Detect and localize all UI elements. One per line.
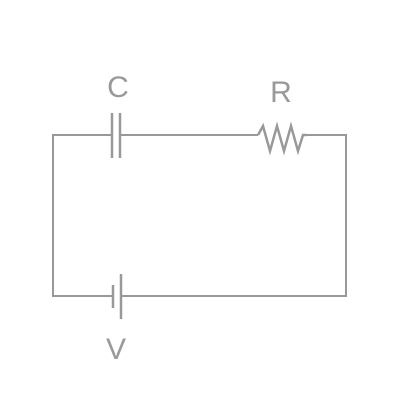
resistor-zigzag — [256, 121, 307, 156]
capacitor-label: C — [107, 71, 129, 104]
battery-label: V — [106, 333, 126, 366]
capacitor — [110, 113, 122, 158]
wires — [52, 134, 347, 297]
resistor — [256, 121, 307, 156]
resistor-label: R — [270, 76, 292, 109]
battery — [111, 274, 123, 319]
